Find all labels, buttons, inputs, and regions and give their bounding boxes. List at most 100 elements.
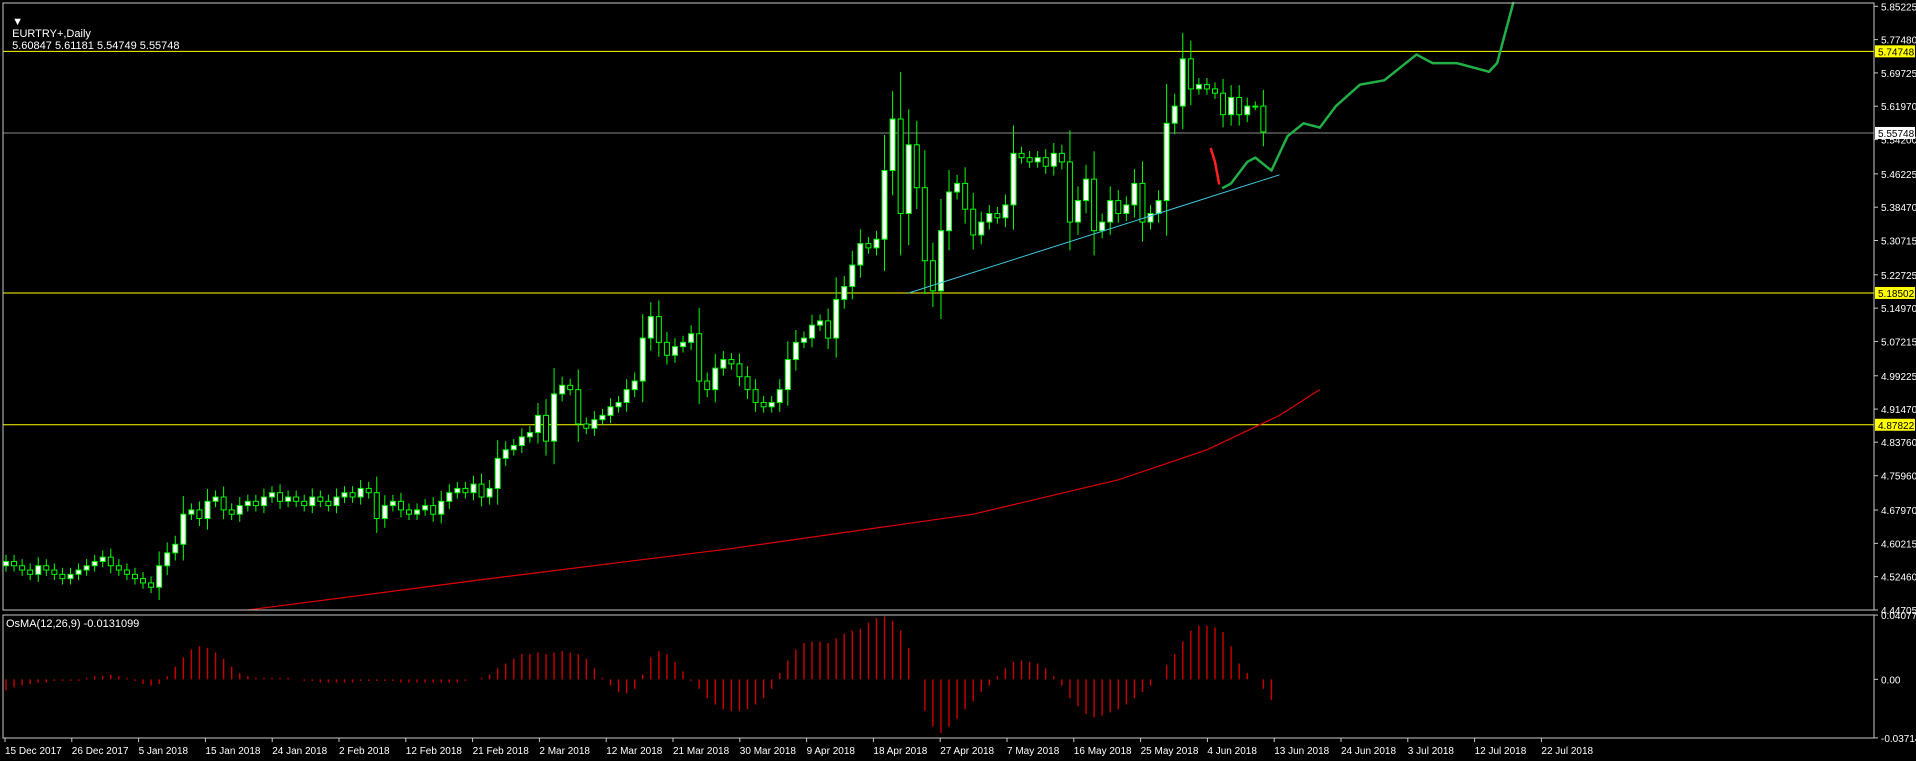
candle[interactable] bbox=[115, 559, 122, 576]
candle[interactable] bbox=[414, 503, 421, 521]
candle[interactable] bbox=[567, 378, 574, 396]
candle[interactable] bbox=[800, 331, 807, 349]
candle[interactable] bbox=[75, 563, 82, 581]
candle[interactable] bbox=[244, 494, 251, 512]
candle[interactable] bbox=[220, 486, 227, 520]
candle[interactable] bbox=[1010, 125, 1017, 230]
candle[interactable] bbox=[551, 368, 558, 465]
candle[interactable] bbox=[422, 499, 429, 516]
candle[interactable] bbox=[688, 325, 695, 350]
candle[interactable] bbox=[99, 550, 106, 568]
candle[interactable] bbox=[1187, 40, 1194, 106]
candle[interactable] bbox=[760, 395, 767, 413]
candle[interactable] bbox=[1147, 204, 1154, 230]
candle[interactable] bbox=[27, 563, 34, 581]
candle[interactable] bbox=[1131, 169, 1138, 218]
candle[interactable] bbox=[478, 473, 485, 507]
candle[interactable] bbox=[1115, 190, 1122, 223]
candle[interactable] bbox=[615, 395, 622, 413]
candle[interactable] bbox=[978, 211, 985, 245]
candle[interactable] bbox=[518, 428, 525, 454]
candle[interactable] bbox=[180, 496, 187, 561]
candle[interactable] bbox=[156, 551, 163, 600]
candle[interactable] bbox=[341, 486, 348, 503]
candle[interactable] bbox=[913, 120, 920, 210]
candle[interactable] bbox=[212, 490, 219, 508]
candle[interactable] bbox=[543, 399, 550, 456]
candle[interactable] bbox=[946, 169, 953, 251]
candle[interactable] bbox=[1042, 149, 1049, 174]
candle[interactable] bbox=[83, 559, 90, 576]
candle[interactable] bbox=[172, 535, 179, 561]
candle[interactable] bbox=[91, 554, 98, 572]
candle[interactable] bbox=[873, 230, 880, 256]
candle[interactable] bbox=[591, 411, 598, 436]
candle[interactable] bbox=[252, 494, 259, 512]
candle[interactable] bbox=[1123, 196, 1130, 222]
candle[interactable] bbox=[454, 481, 461, 499]
candle[interactable] bbox=[1107, 186, 1114, 235]
candle[interactable] bbox=[696, 307, 703, 405]
candle[interactable] bbox=[1083, 164, 1090, 214]
candle[interactable] bbox=[260, 488, 267, 514]
candle[interactable] bbox=[857, 229, 864, 278]
candle[interactable] bbox=[293, 490, 300, 508]
candle[interactable] bbox=[776, 379, 783, 412]
candle[interactable] bbox=[438, 490, 445, 524]
candle[interactable] bbox=[994, 206, 1001, 224]
candle[interactable] bbox=[373, 476, 380, 533]
candle[interactable] bbox=[623, 379, 630, 412]
candle[interactable] bbox=[285, 490, 292, 508]
candle[interactable] bbox=[1066, 130, 1073, 251]
candle[interactable] bbox=[107, 548, 114, 574]
candle[interactable] bbox=[1026, 151, 1033, 168]
candle[interactable] bbox=[196, 501, 203, 527]
candle[interactable] bbox=[1099, 213, 1106, 239]
candle[interactable] bbox=[583, 417, 590, 435]
candle[interactable] bbox=[631, 372, 638, 398]
candle[interactable] bbox=[1236, 85, 1243, 126]
candle[interactable] bbox=[11, 554, 18, 572]
candle[interactable] bbox=[575, 369, 582, 442]
candle[interactable] bbox=[1034, 151, 1041, 168]
candle[interactable] bbox=[268, 486, 275, 503]
candle[interactable] bbox=[148, 576, 155, 594]
candle[interactable] bbox=[639, 314, 646, 403]
candle[interactable] bbox=[164, 542, 171, 576]
candle[interactable] bbox=[35, 557, 42, 582]
candle[interactable] bbox=[19, 559, 26, 576]
candle[interactable] bbox=[1179, 32, 1186, 130]
candle[interactable] bbox=[1163, 83, 1170, 236]
candle[interactable] bbox=[277, 484, 284, 509]
candle[interactable] bbox=[897, 71, 904, 256]
candle[interactable] bbox=[43, 559, 50, 576]
candle[interactable] bbox=[470, 475, 477, 501]
candle[interactable] bbox=[841, 276, 848, 309]
candle[interactable] bbox=[809, 314, 815, 348]
candle[interactable] bbox=[204, 488, 211, 530]
candle[interactable] bbox=[1244, 97, 1251, 123]
candle[interactable] bbox=[1074, 186, 1081, 235]
candle[interactable] bbox=[67, 567, 74, 585]
candle[interactable] bbox=[51, 563, 58, 581]
candle[interactable] bbox=[140, 572, 147, 589]
candle[interactable] bbox=[1212, 82, 1218, 100]
candle[interactable] bbox=[462, 481, 469, 499]
candle[interactable] bbox=[849, 250, 856, 300]
candle[interactable] bbox=[792, 329, 799, 371]
candle[interactable] bbox=[655, 300, 662, 357]
candle[interactable] bbox=[1228, 85, 1235, 126]
support-trendline[interactable] bbox=[908, 174, 1280, 294]
candle[interactable] bbox=[430, 497, 437, 522]
candle[interactable] bbox=[3, 554, 9, 572]
candle[interactable] bbox=[526, 426, 533, 443]
candle[interactable] bbox=[325, 494, 332, 512]
candle[interactable] bbox=[833, 277, 840, 358]
candle[interactable] bbox=[929, 242, 936, 307]
chart-menu-arrow-icon[interactable]: ▼ bbox=[12, 16, 24, 28]
candle[interactable] bbox=[131, 567, 138, 585]
candle[interactable] bbox=[333, 488, 340, 514]
candle[interactable] bbox=[825, 308, 832, 350]
candle[interactable] bbox=[889, 91, 896, 196]
candle[interactable] bbox=[188, 503, 195, 521]
